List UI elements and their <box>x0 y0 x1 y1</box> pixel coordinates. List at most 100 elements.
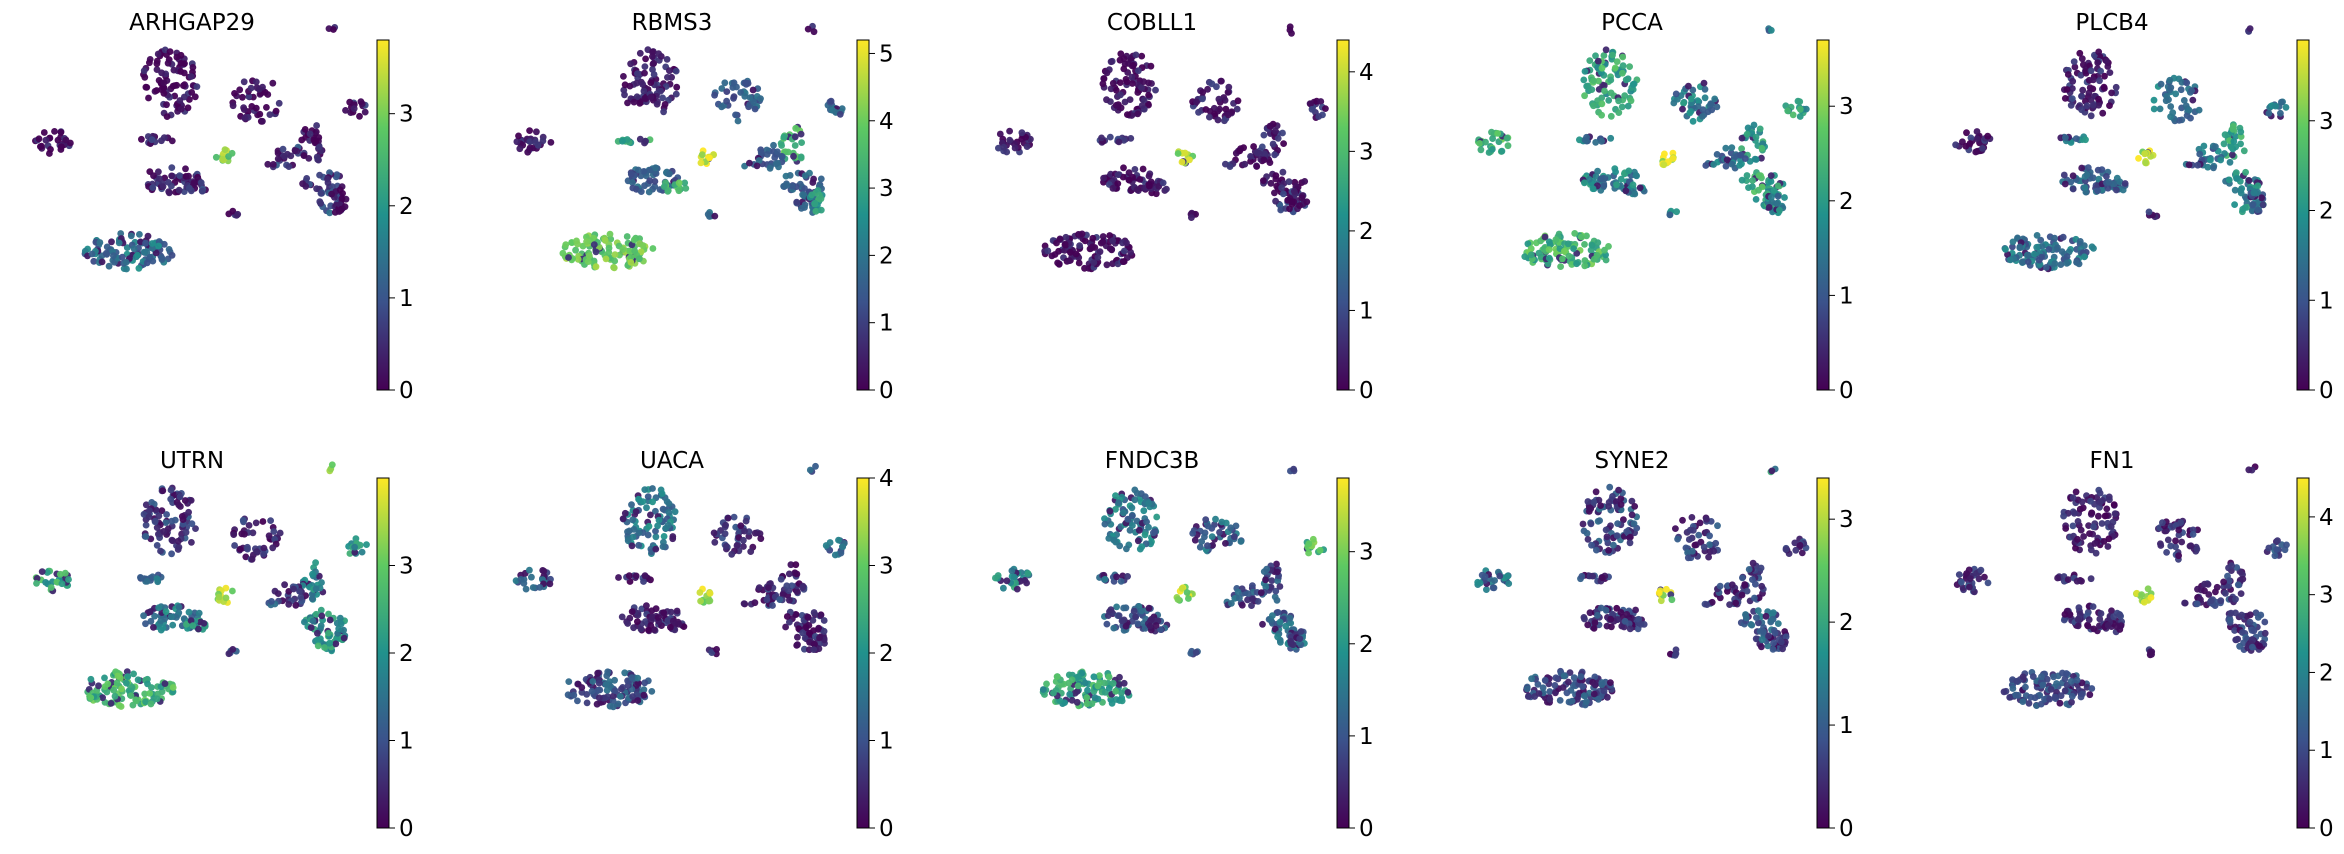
data-point <box>90 257 98 265</box>
data-point <box>801 172 809 180</box>
data-point <box>1584 621 1592 629</box>
data-point <box>1589 572 1597 580</box>
data-point <box>197 179 205 187</box>
colorbar-tick-label: 0 <box>399 816 414 842</box>
panel-title: SYNE2 <box>1594 448 1669 474</box>
data-point <box>639 80 646 88</box>
data-point <box>1199 95 1206 103</box>
data-point <box>2078 106 2086 114</box>
panel-title: FNDC3B <box>1105 448 1200 474</box>
data-point <box>661 101 669 108</box>
data-point <box>1695 531 1703 539</box>
data-point <box>1765 632 1772 640</box>
data-point <box>1260 156 1268 164</box>
data-point <box>654 522 661 530</box>
data-point <box>741 93 749 100</box>
data-point <box>1767 172 1775 180</box>
data-point <box>170 66 178 74</box>
data-point <box>110 686 118 694</box>
data-point <box>2058 248 2066 256</box>
data-point <box>1589 185 1597 193</box>
data-point <box>653 100 661 108</box>
data-point <box>1749 559 1757 567</box>
data-point <box>1152 190 1160 198</box>
data-point <box>153 60 161 68</box>
data-point <box>2178 538 2186 546</box>
data-point <box>166 48 174 55</box>
data-point <box>1053 673 1061 680</box>
data-point <box>2167 84 2175 91</box>
data-point <box>1770 639 1777 647</box>
data-point <box>1592 173 1600 180</box>
data-point <box>1238 601 1246 609</box>
data-point <box>817 206 825 214</box>
data-point <box>249 529 257 537</box>
data-point <box>1482 138 1489 146</box>
data-point <box>361 108 369 116</box>
data-point <box>611 257 619 265</box>
data-point <box>2283 541 2290 549</box>
data-point <box>1784 107 1792 115</box>
data-point <box>2177 86 2185 94</box>
data-point <box>96 239 104 246</box>
data-point <box>236 86 244 94</box>
data-point <box>1750 121 1758 129</box>
data-point <box>1765 204 1773 211</box>
data-point <box>837 549 845 557</box>
data-point <box>1120 55 1128 62</box>
colorbar-tick-label: 4 <box>879 109 894 135</box>
data-point <box>158 507 166 515</box>
data-point <box>38 568 46 575</box>
data-point <box>1628 497 1636 505</box>
data-point <box>1741 581 1749 588</box>
data-point <box>185 608 193 616</box>
data-point <box>1563 689 1571 697</box>
data-point <box>827 97 835 105</box>
data-point <box>1745 184 1752 192</box>
data-point <box>2096 499 2104 506</box>
data-point <box>2009 243 2016 251</box>
data-point <box>513 138 521 146</box>
data-point <box>148 240 156 247</box>
data-point <box>1224 111 1232 119</box>
data-point <box>812 207 820 215</box>
data-point <box>757 95 764 102</box>
data-point <box>2237 189 2245 197</box>
data-point <box>1277 206 1285 214</box>
data-point <box>1260 131 1268 139</box>
data-point <box>169 621 177 629</box>
data-point <box>651 183 659 190</box>
data-point <box>1666 211 1674 219</box>
data-point <box>105 262 113 270</box>
data-point <box>1732 599 1740 607</box>
data-point <box>230 531 238 538</box>
data-point <box>2095 95 2102 103</box>
data-point <box>650 71 658 78</box>
data-point <box>1121 98 1129 106</box>
data-point <box>1743 130 1751 138</box>
data-point <box>697 159 705 167</box>
data-point <box>806 629 813 637</box>
colorbar-tick-label: 3 <box>1839 507 1854 533</box>
data-point <box>1248 602 1255 609</box>
data-point <box>1189 530 1197 537</box>
data-point <box>1688 547 1696 555</box>
data-point <box>663 498 671 505</box>
data-point <box>1607 679 1614 686</box>
colorbar-tick-label: 1 <box>879 311 894 337</box>
data-point <box>184 104 192 112</box>
data-point <box>236 545 244 553</box>
data-point <box>1247 153 1254 160</box>
data-point <box>641 572 649 580</box>
data-point <box>646 177 654 185</box>
data-point <box>1282 622 1290 630</box>
data-point <box>664 187 672 195</box>
data-point <box>831 551 839 559</box>
data-point <box>185 184 193 192</box>
data-point <box>565 678 573 685</box>
data-point <box>1254 598 1262 605</box>
data-point <box>1130 607 1138 615</box>
data-point <box>2094 187 2101 195</box>
data-point <box>708 649 716 656</box>
